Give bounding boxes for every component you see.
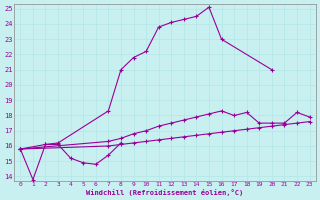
- X-axis label: Windchill (Refroidissement éolien,°C): Windchill (Refroidissement éolien,°C): [86, 189, 244, 196]
